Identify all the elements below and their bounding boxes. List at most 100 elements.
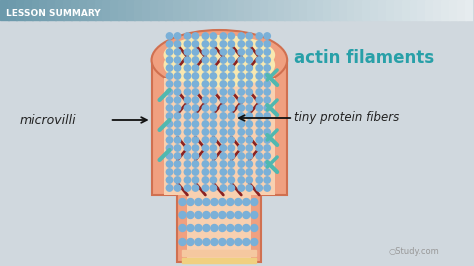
Circle shape — [184, 153, 191, 159]
Circle shape — [202, 89, 209, 95]
Circle shape — [219, 198, 226, 206]
Bar — [252, 0, 261, 20]
Circle shape — [166, 153, 173, 159]
Circle shape — [184, 73, 191, 79]
Circle shape — [246, 81, 253, 87]
Circle shape — [238, 41, 245, 47]
Circle shape — [202, 185, 209, 191]
Circle shape — [238, 121, 245, 127]
Circle shape — [238, 153, 245, 159]
Circle shape — [238, 161, 245, 167]
Bar — [323, 0, 332, 20]
Circle shape — [238, 113, 245, 119]
Circle shape — [187, 198, 194, 206]
Bar — [55, 0, 64, 20]
Text: tiny protein fibers: tiny protein fibers — [294, 111, 400, 124]
Circle shape — [174, 185, 181, 191]
Circle shape — [192, 73, 199, 79]
Circle shape — [246, 153, 253, 159]
Circle shape — [174, 73, 181, 79]
Circle shape — [166, 145, 173, 151]
Bar — [292, 0, 301, 20]
Circle shape — [202, 153, 209, 159]
Circle shape — [166, 137, 173, 143]
Bar — [386, 0, 395, 20]
Circle shape — [192, 137, 199, 143]
Bar — [307, 0, 316, 20]
Circle shape — [166, 65, 173, 71]
Circle shape — [166, 81, 173, 87]
Bar — [370, 0, 379, 20]
Circle shape — [187, 239, 194, 246]
Circle shape — [187, 211, 194, 218]
Circle shape — [202, 177, 209, 183]
Circle shape — [256, 185, 263, 191]
Circle shape — [166, 97, 173, 103]
Circle shape — [264, 89, 270, 95]
Ellipse shape — [152, 30, 287, 90]
Circle shape — [195, 211, 202, 218]
Circle shape — [256, 81, 263, 87]
Circle shape — [166, 161, 173, 167]
Circle shape — [246, 185, 253, 191]
Circle shape — [264, 185, 270, 191]
Circle shape — [184, 177, 191, 183]
Circle shape — [238, 105, 245, 111]
Circle shape — [184, 161, 191, 167]
Circle shape — [251, 225, 258, 231]
Bar — [418, 0, 426, 20]
Bar — [260, 0, 269, 20]
Circle shape — [256, 169, 263, 175]
Circle shape — [166, 57, 173, 63]
Circle shape — [238, 129, 245, 135]
Circle shape — [238, 89, 245, 95]
Circle shape — [174, 121, 181, 127]
Text: LESSON SUMMARY: LESSON SUMMARY — [6, 9, 100, 18]
Circle shape — [179, 198, 186, 206]
Circle shape — [256, 137, 263, 143]
Circle shape — [174, 177, 181, 183]
Circle shape — [251, 198, 258, 206]
Circle shape — [166, 73, 173, 79]
Circle shape — [238, 65, 245, 71]
Circle shape — [238, 49, 245, 55]
Bar — [47, 0, 56, 20]
Ellipse shape — [164, 35, 275, 75]
Circle shape — [179, 225, 186, 231]
Bar — [331, 0, 340, 20]
Circle shape — [210, 185, 217, 191]
Circle shape — [246, 113, 253, 119]
Circle shape — [220, 81, 227, 87]
Circle shape — [192, 33, 199, 39]
Circle shape — [264, 161, 270, 167]
Circle shape — [184, 105, 191, 111]
Circle shape — [174, 97, 181, 103]
Circle shape — [202, 113, 209, 119]
Circle shape — [174, 153, 181, 159]
Circle shape — [220, 97, 227, 103]
Circle shape — [210, 49, 217, 55]
FancyBboxPatch shape — [187, 190, 251, 262]
Circle shape — [202, 49, 209, 55]
Circle shape — [227, 211, 234, 218]
Bar — [71, 0, 80, 20]
Circle shape — [228, 33, 235, 39]
Circle shape — [192, 185, 199, 191]
Circle shape — [166, 89, 173, 95]
Circle shape — [243, 239, 250, 246]
Bar — [213, 0, 221, 20]
Circle shape — [192, 129, 199, 135]
Circle shape — [166, 169, 173, 175]
Bar — [220, 0, 229, 20]
Circle shape — [210, 113, 217, 119]
Circle shape — [227, 239, 234, 246]
Circle shape — [192, 153, 199, 159]
Bar — [465, 0, 474, 20]
Circle shape — [246, 33, 253, 39]
FancyBboxPatch shape — [152, 60, 287, 195]
Circle shape — [184, 137, 191, 143]
Circle shape — [246, 105, 253, 111]
Bar — [441, 0, 450, 20]
Circle shape — [264, 41, 270, 47]
Bar — [87, 0, 96, 20]
